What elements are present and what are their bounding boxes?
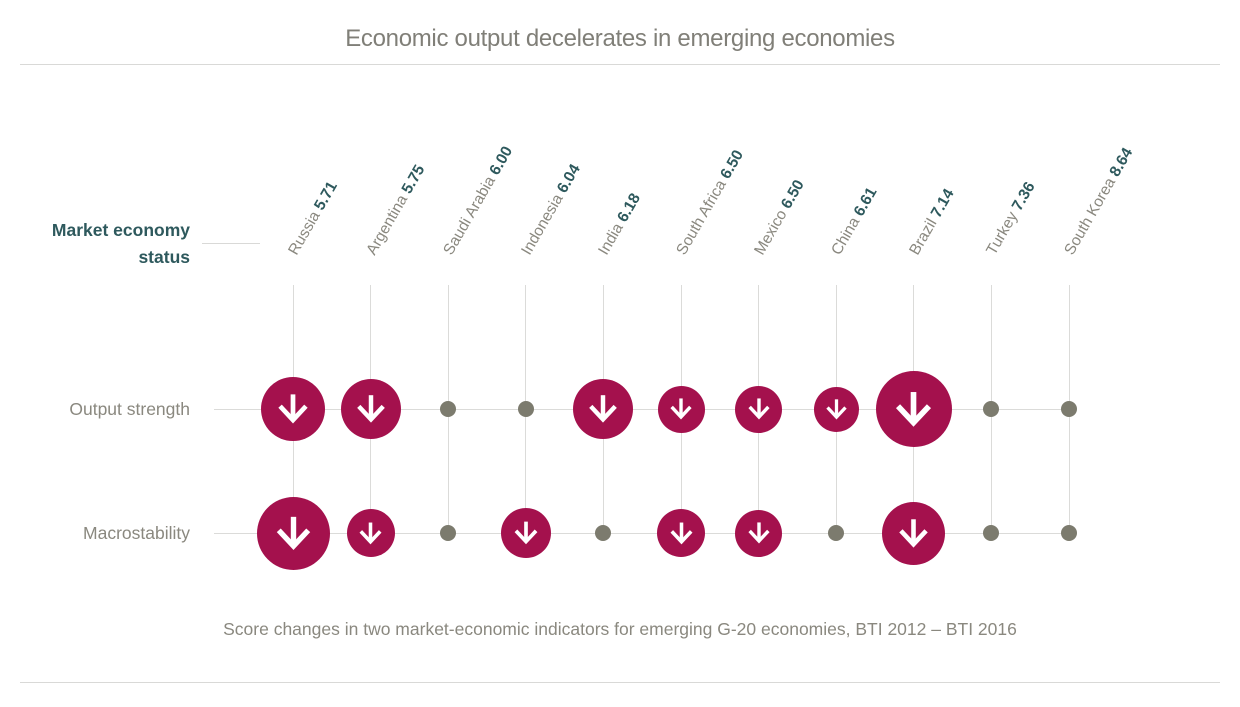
country-label-text: Brazil 7.14 — [906, 186, 957, 258]
axis-group-label: Market economy status — [0, 217, 190, 271]
country-name: Mexico — [750, 203, 793, 258]
decrease-marker — [657, 385, 705, 433]
no-change-marker — [983, 525, 1000, 541]
country-score: 7.36 — [1009, 179, 1040, 214]
no-change-marker — [440, 525, 457, 541]
decrease-marker — [340, 379, 401, 439]
down-arrow-icon — [278, 394, 308, 424]
country-score: 8.64 — [1106, 145, 1137, 180]
country-label-text: Mexico 6.50 — [751, 177, 808, 258]
country-name: Argentina — [362, 188, 413, 258]
decrease-marker — [261, 377, 325, 441]
country-name: Brazil — [906, 212, 943, 258]
decrease-marker — [657, 509, 705, 557]
no-change-marker — [517, 401, 534, 417]
down-arrow-icon — [514, 521, 538, 545]
country-name: South Korea — [1061, 171, 1122, 258]
row-gridline — [214, 532, 1069, 534]
down-arrow-icon — [589, 395, 618, 423]
no-change-marker — [1061, 525, 1077, 541]
down-arrow-icon — [896, 391, 932, 427]
down-arrow-icon — [670, 398, 692, 420]
country-name: Indonesia — [518, 187, 569, 258]
country-label-text: South Korea 8.64 — [1061, 145, 1136, 258]
bottom-divider — [20, 682, 1220, 683]
country-score: 6.18 — [614, 190, 645, 226]
down-arrow-icon — [748, 522, 770, 544]
country-label-text: Indonesia 6.04 — [518, 161, 584, 258]
axis-group-label-line1: Market economy — [51, 220, 190, 240]
country-label-text: Russia 5.71 — [285, 179, 341, 258]
country-label-text: Turkey 7.36 — [984, 179, 1039, 258]
country-name: China — [828, 210, 866, 258]
down-arrow-icon — [276, 516, 310, 550]
decrease-marker — [256, 496, 330, 570]
down-arrow-icon — [826, 398, 847, 420]
country-name: South Africa — [673, 173, 732, 258]
row-label: Output strength — [69, 399, 190, 419]
country-name: Saudi Arabia — [440, 169, 502, 258]
down-arrow-icon — [899, 518, 929, 548]
decrease-marker — [735, 509, 783, 557]
chart-caption: Score changes in two market-economic ind… — [223, 619, 1017, 639]
down-arrow-icon — [748, 398, 770, 420]
down-arrow-icon — [670, 522, 692, 544]
country-label-text: Saudi Arabia 6.00 — [440, 144, 516, 258]
decrease-marker — [875, 371, 952, 447]
country-label-text: South Africa 6.50 — [673, 147, 747, 258]
country-name: Turkey — [983, 205, 1024, 258]
country-name: Russia — [285, 204, 326, 258]
decrease-marker — [813, 386, 859, 432]
top-divider — [20, 64, 1220, 65]
row-gridline — [214, 408, 1069, 410]
decrease-marker — [346, 509, 395, 557]
country-score: 6.50 — [777, 177, 808, 212]
decrease-marker — [735, 385, 783, 433]
axis-connector-line — [202, 243, 260, 244]
no-change-marker — [983, 401, 1000, 417]
no-change-marker — [595, 525, 612, 541]
down-arrow-icon — [359, 522, 382, 544]
decrease-marker — [573, 379, 634, 439]
decrease-marker — [882, 501, 946, 565]
chart-title: Economic output decelerates in emerging … — [345, 25, 895, 52]
no-change-marker — [440, 401, 457, 417]
no-change-marker — [828, 525, 845, 541]
axis-group-label-line2: status — [138, 247, 190, 267]
down-arrow-icon — [356, 395, 385, 423]
no-change-marker — [1061, 401, 1077, 417]
country-score: 6.00 — [486, 143, 517, 179]
country-label-text: Argentina 5.75 — [363, 162, 428, 258]
row-label: Macrostability — [83, 523, 190, 543]
country-label-text: India 6.18 — [596, 191, 645, 258]
country-label-text: China 6.61 — [828, 185, 880, 258]
decrease-marker — [500, 508, 551, 558]
